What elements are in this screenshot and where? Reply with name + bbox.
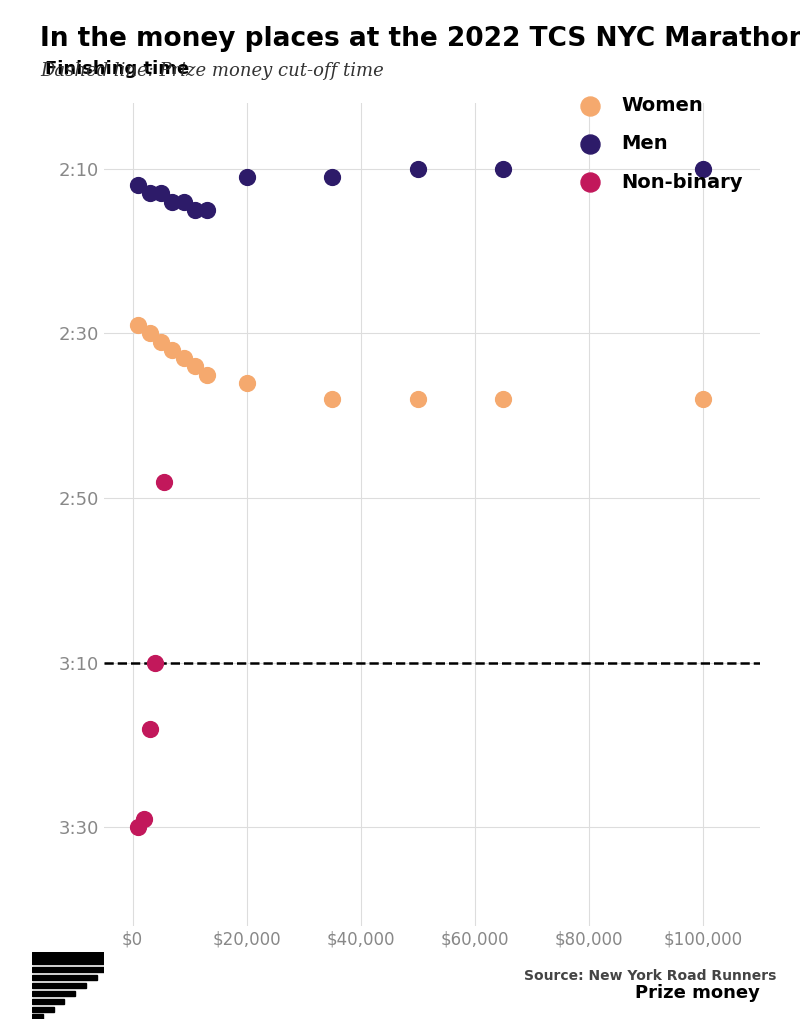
Point (166, 342, 179, 358)
Text: Finishing time: Finishing time (45, 61, 190, 78)
Point (497, 391, 510, 407)
Point (149, 654, 162, 671)
Point (326, 169, 338, 185)
Text: In the money places at the 2022 TCS NYC Marathon: In the money places at the 2022 TCS NYC … (40, 26, 800, 51)
Text: Source: New York Road Runners: Source: New York Road Runners (524, 968, 776, 983)
Point (138, 811, 150, 827)
Point (411, 391, 424, 407)
Point (240, 375, 253, 391)
Bar (32, 999, 64, 1004)
Bar (32, 975, 97, 980)
Point (132, 819, 145, 836)
Point (178, 193, 190, 210)
Point (326, 391, 338, 407)
Point (697, 161, 710, 177)
Point (132, 177, 145, 193)
Point (166, 193, 179, 210)
Point (143, 325, 156, 342)
Point (240, 169, 253, 185)
Point (697, 391, 710, 407)
Point (158, 473, 170, 490)
Point (154, 185, 167, 202)
Point (189, 202, 202, 218)
Bar (32, 1014, 43, 1019)
Point (497, 161, 510, 177)
Bar (32, 984, 86, 988)
Point (411, 161, 424, 177)
Point (143, 185, 156, 202)
Point (189, 358, 202, 375)
Text: Dashed line: Prize money cut-off time: Dashed line: Prize money cut-off time (40, 62, 384, 79)
Bar (32, 952, 104, 964)
Point (143, 720, 156, 737)
Legend: Women, Men, Non-binary: Women, Men, Non-binary (562, 87, 750, 200)
Bar (32, 991, 75, 996)
Bar (32, 967, 104, 971)
Point (200, 366, 213, 383)
Point (132, 317, 145, 333)
Point (178, 350, 190, 366)
Bar (32, 1007, 54, 1013)
Point (154, 333, 167, 350)
Text: Prize money: Prize money (635, 984, 760, 1001)
Point (200, 202, 213, 218)
